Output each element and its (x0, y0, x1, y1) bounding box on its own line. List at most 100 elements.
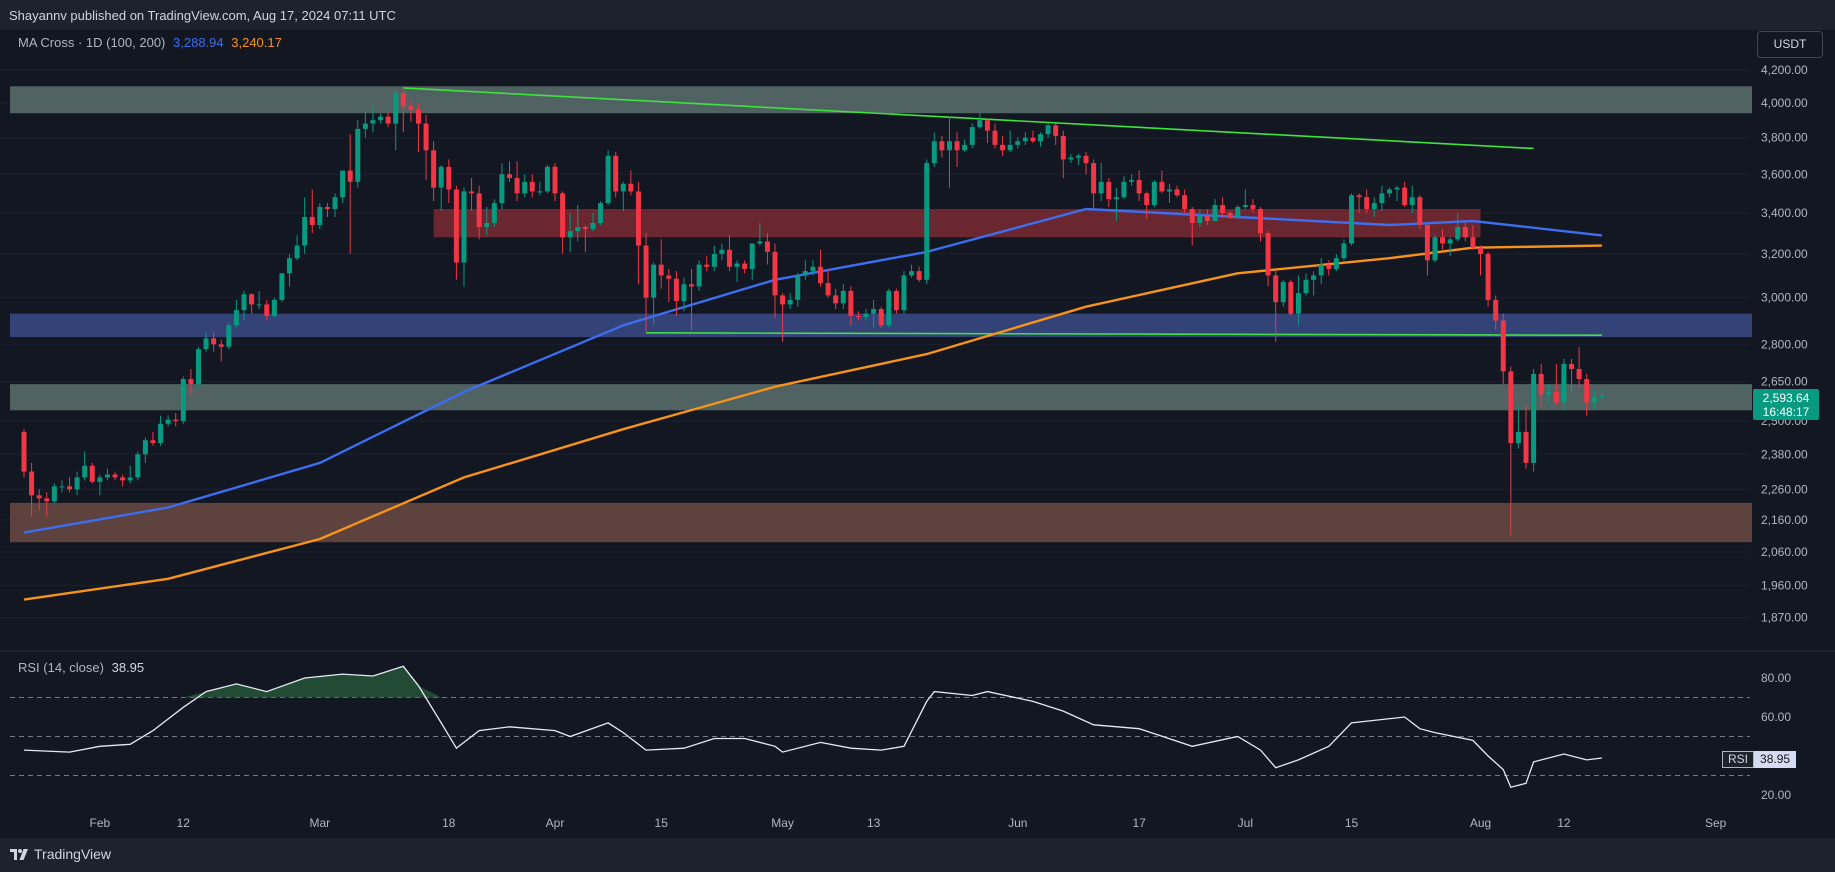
candle-body (962, 144, 968, 151)
candle-body (1113, 197, 1119, 200)
tradingview-brand[interactable]: TradingView (10, 846, 111, 862)
candle (696, 260, 702, 291)
candle (946, 116, 952, 188)
candle-body (1515, 431, 1521, 444)
candle-body (294, 245, 300, 259)
candle (1258, 207, 1264, 242)
candle-body (1106, 181, 1112, 200)
candle-body (1220, 205, 1226, 213)
candle-body (1273, 275, 1279, 303)
candle-body (233, 310, 239, 326)
candle (279, 273, 285, 303)
candle-body (97, 477, 103, 482)
candle-body (1129, 179, 1135, 182)
candle (537, 181, 543, 196)
candle (1030, 130, 1036, 144)
candle-body (104, 474, 110, 478)
candle-body (1015, 141, 1021, 145)
candle-body (719, 249, 725, 254)
candle-body (1440, 237, 1446, 244)
candle (1326, 260, 1332, 276)
candle (1440, 229, 1446, 250)
candle-body (1174, 189, 1180, 196)
candle (977, 113, 983, 129)
candle (909, 264, 915, 278)
candle-body (1394, 187, 1400, 190)
candle (287, 253, 293, 287)
candle (1007, 130, 1013, 153)
rsi-tag-name: RSI (1722, 751, 1755, 768)
time-axis[interactable]: Feb 12 Mar 18 Apr 15 May 13 Jun 17 Jul 15 Aug 12 Sep (90, 816, 1727, 830)
candle-body (1091, 163, 1097, 194)
candle-body (711, 253, 717, 267)
candle-body (795, 275, 801, 300)
candle-body (1386, 189, 1392, 194)
candle-body (423, 123, 429, 151)
price-axis[interactable]: 4,200.00 4,000.00 3,800.00 3,600.00 3,400.00… (1761, 63, 1808, 624)
candle-body (1250, 205, 1256, 209)
candle (552, 163, 558, 202)
price-chart[interactable]: 4,200.00 4,000.00 3,800.00 3,600.00 3,400.00… (0, 0, 1835, 836)
candle (514, 161, 520, 202)
rsi-axis[interactable]: 80.00 60.00 20.00 (1761, 671, 1791, 802)
candle (211, 332, 217, 352)
candle (1341, 239, 1347, 261)
candle (1546, 384, 1552, 403)
candle (1060, 130, 1066, 179)
indicator-legend[interactable]: MA Cross · 1D (100, 200) 3,288.94 3,240.… (18, 35, 282, 50)
candle (29, 462, 35, 517)
candle-body (916, 271, 922, 280)
publish-bar: Shayannv published on TradingView.com, A… (0, 0, 1835, 30)
publish-info: Shayannv published on TradingView.com, A… (9, 8, 396, 23)
rsi-pane (10, 665, 1750, 788)
candle-body (506, 174, 512, 179)
candle-body (415, 109, 421, 124)
candle (158, 415, 164, 446)
candle-body (385, 116, 391, 124)
candle (1349, 193, 1355, 246)
candle-body (1182, 195, 1188, 209)
candle (1166, 183, 1172, 204)
candle-body (1523, 431, 1529, 463)
candle-body (249, 294, 255, 305)
candle (1022, 132, 1028, 145)
candle-body (1060, 135, 1066, 160)
candle-body (757, 241, 763, 244)
candle-body (491, 203, 497, 223)
candle (780, 293, 786, 342)
candle (681, 277, 687, 312)
candle-body (180, 379, 186, 422)
candle (992, 123, 998, 149)
candle (370, 104, 376, 133)
candle (689, 268, 695, 330)
candle (1333, 253, 1339, 272)
candle-body (1235, 207, 1241, 217)
candle (1500, 313, 1506, 385)
currency-button[interactable]: USDT (1757, 31, 1823, 58)
candle (461, 187, 467, 287)
candle (120, 474, 126, 487)
candle-body (142, 440, 148, 455)
candle (673, 271, 679, 316)
candle (833, 288, 839, 310)
candle-body (1280, 282, 1286, 303)
candle-body (317, 207, 323, 226)
price-tick-label: 2,650.00 (1761, 375, 1808, 389)
candle (1068, 153, 1074, 164)
candle-body (1417, 197, 1423, 226)
candle (764, 233, 770, 265)
candle (772, 243, 778, 319)
rsi-legend[interactable]: RSI (14, close) 38.95 (18, 660, 144, 675)
candle (400, 87, 406, 133)
candle (1538, 363, 1544, 408)
candle (924, 159, 930, 285)
candle (1197, 208, 1203, 228)
price-tick-label: 3,200.00 (1761, 247, 1808, 261)
candle (598, 201, 604, 226)
candle (1508, 366, 1514, 536)
candle (233, 299, 239, 328)
candle (1144, 191, 1150, 219)
candle-body (1151, 181, 1157, 206)
candle-body (552, 166, 558, 194)
candle (1599, 391, 1605, 400)
